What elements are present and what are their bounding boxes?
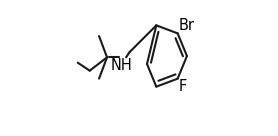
- Text: Br: Br: [178, 18, 194, 33]
- Text: F: F: [179, 79, 187, 94]
- Text: NH: NH: [110, 58, 132, 73]
